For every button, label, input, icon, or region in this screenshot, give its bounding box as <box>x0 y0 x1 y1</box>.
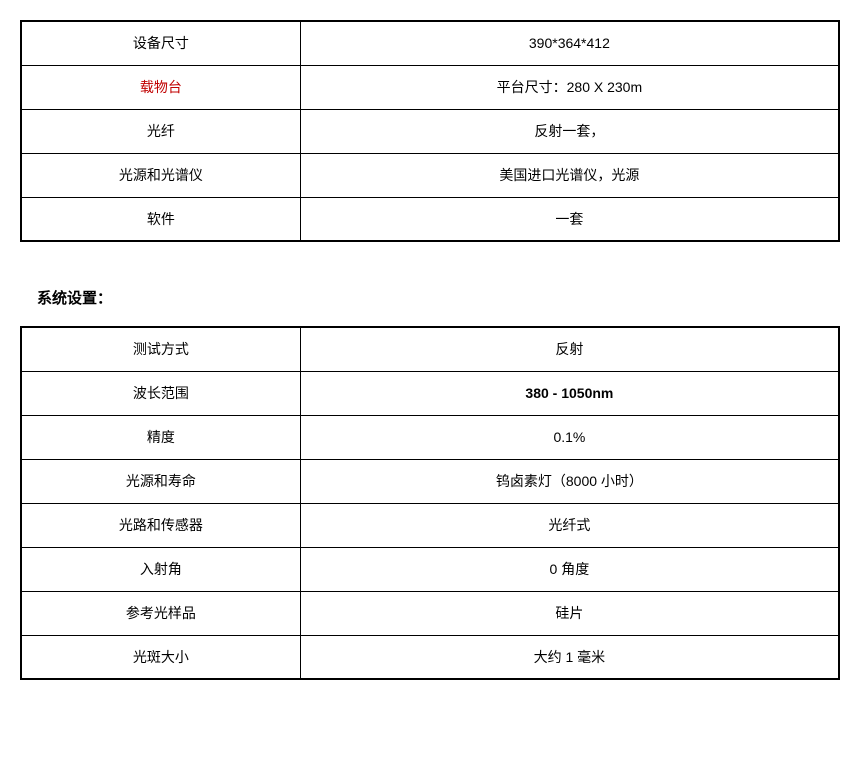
row-value: 光纤式 <box>300 503 839 547</box>
row-value: 钨卤素灯（8000 小时） <box>300 459 839 503</box>
row-label: 精度 <box>21 415 300 459</box>
row-label: 测试方式 <box>21 327 300 371</box>
system-settings-table: 测试方式反射波长范围380 - 1050nm精度0.1%光源和寿命钨卤素灯（80… <box>20 326 840 680</box>
row-label: 波长范围 <box>21 371 300 415</box>
row-value: 反射一套， <box>300 109 839 153</box>
row-label: 设备尺寸 <box>21 21 300 65</box>
system-settings-table-wrapper: 测试方式反射波长范围380 - 1050nm精度0.1%光源和寿命钨卤素灯（80… <box>20 326 840 680</box>
row-label: 光斑大小 <box>21 635 300 679</box>
row-value: 反射 <box>300 327 839 371</box>
table-row: 光斑大小大约 1 毫米 <box>21 635 839 679</box>
table-row: 设备尺寸390*364*412 <box>21 21 839 65</box>
row-value: 一套 <box>300 197 839 241</box>
equipment-spec-table-wrapper: 设备尺寸390*364*412载物台平台尺寸：280 X 230m光纤反射一套，… <box>20 20 840 242</box>
table-row: 入射角0 角度 <box>21 547 839 591</box>
row-value: 平台尺寸：280 X 230m <box>300 65 839 109</box>
row-value: 大约 1 毫米 <box>300 635 839 679</box>
table-row: 精度0.1% <box>21 415 839 459</box>
row-value: 0 角度 <box>300 547 839 591</box>
table-row: 光路和传感器光纤式 <box>21 503 839 547</box>
table-row: 参考光样品硅片 <box>21 591 839 635</box>
table-row: 光源和光谱仪美国进口光谱仪，光源 <box>21 153 839 197</box>
table-row: 软件一套 <box>21 197 839 241</box>
table-row: 光纤反射一套， <box>21 109 839 153</box>
row-value: 硅片 <box>300 591 839 635</box>
row-label: 载物台 <box>21 65 300 109</box>
row-value: 0.1% <box>300 415 839 459</box>
table-row: 测试方式反射 <box>21 327 839 371</box>
table-row: 光源和寿命钨卤素灯（8000 小时） <box>21 459 839 503</box>
equipment-spec-table-body: 设备尺寸390*364*412载物台平台尺寸：280 X 230m光纤反射一套，… <box>21 21 839 241</box>
section-heading-system-settings: 系统设置： <box>37 287 834 308</box>
system-settings-table-body: 测试方式反射波长范围380 - 1050nm精度0.1%光源和寿命钨卤素灯（80… <box>21 327 839 679</box>
table-row: 载物台平台尺寸：280 X 230m <box>21 65 839 109</box>
row-value: 390*364*412 <box>300 21 839 65</box>
row-label: 光源和寿命 <box>21 459 300 503</box>
equipment-spec-table: 设备尺寸390*364*412载物台平台尺寸：280 X 230m光纤反射一套，… <box>20 20 840 242</box>
table-row: 波长范围380 - 1050nm <box>21 371 839 415</box>
row-label: 光纤 <box>21 109 300 153</box>
row-label: 光源和光谱仪 <box>21 153 300 197</box>
row-value: 380 - 1050nm <box>300 371 839 415</box>
row-label: 光路和传感器 <box>21 503 300 547</box>
row-value: 美国进口光谱仪，光源 <box>300 153 839 197</box>
row-label: 软件 <box>21 197 300 241</box>
row-label: 参考光样品 <box>21 591 300 635</box>
row-label: 入射角 <box>21 547 300 591</box>
